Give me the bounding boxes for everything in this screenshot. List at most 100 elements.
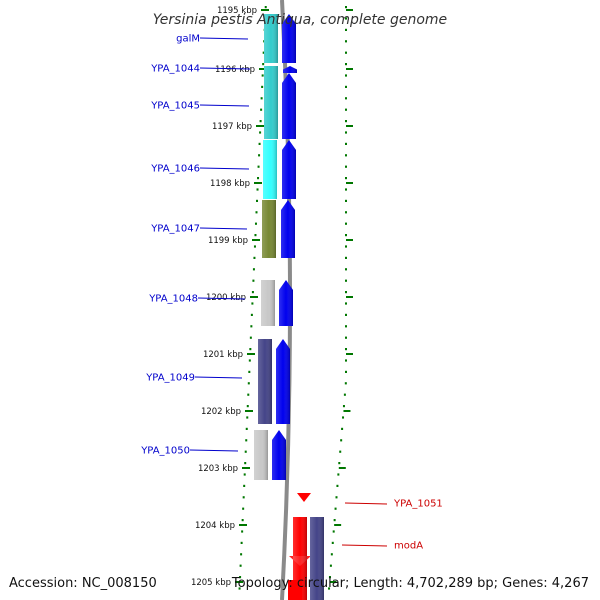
ruler-minor-tick <box>345 211 347 214</box>
ruler-minor-tick <box>257 177 260 180</box>
ruler-minor-tick <box>345 17 347 20</box>
ruler-minor-tick <box>332 530 335 533</box>
ruler-minor-tick <box>334 507 337 510</box>
gene-arrow-shade <box>281 200 295 258</box>
ruler-minor-tick <box>245 439 248 442</box>
gene-label-leader <box>199 37 249 40</box>
ruler-minor-tick <box>342 416 345 419</box>
ruler-minor-tick <box>344 382 347 385</box>
ruler-minor-tick <box>249 336 252 339</box>
ruler-tick-label: 1203 kbp <box>198 464 238 474</box>
ruler-minor-tick <box>241 519 244 522</box>
gene-label-leader <box>199 227 248 230</box>
ruler-minor-tick <box>250 313 253 316</box>
gene-arrow-shade <box>282 140 296 199</box>
ruler-minor-tick <box>241 530 244 533</box>
ruler-minor-tick <box>242 507 245 510</box>
gene-label[interactable]: YPA_1045 <box>150 101 200 112</box>
gene-arrow-shade <box>276 339 290 424</box>
gene-label-leader <box>199 167 250 170</box>
ruler-minor-tick <box>331 541 334 544</box>
gene-label-leader <box>199 104 250 107</box>
gene-label[interactable]: YPA_1048 <box>148 294 198 305</box>
gene-label-leader <box>341 544 388 547</box>
gene-arrow-shade <box>282 73 296 139</box>
ruler-minor-tick <box>262 63 265 66</box>
ruler-minor-tick <box>257 165 260 168</box>
ruler-minor-tick <box>341 427 344 430</box>
ruler-minor-tick <box>247 393 250 396</box>
ruler-minor-tick <box>255 211 258 214</box>
ruler-minor-tick <box>328 576 331 579</box>
gene-arrow-shade <box>272 430 286 480</box>
ruler-minor-tick <box>338 462 341 465</box>
ruler-minor-tick <box>345 256 347 259</box>
gene-cog-shade <box>310 517 324 600</box>
gene-label[interactable]: YPA_1051 <box>393 499 443 510</box>
ruler-minor-tick <box>254 222 257 225</box>
map-title: Yersinia pestis Antiqua, complete genome <box>153 12 447 28</box>
gene-cog-shade <box>261 280 275 326</box>
ruler-minor-tick <box>345 199 347 202</box>
gene-label[interactable]: YPA_1049 <box>145 373 195 384</box>
ruler-minor-tick <box>251 291 254 294</box>
ruler-minor-tick <box>345 222 347 225</box>
gene-label[interactable]: modA <box>394 541 423 552</box>
ruler-minor-tick <box>330 553 333 556</box>
ruler-minor-tick <box>345 313 347 316</box>
ruler-minor-tick <box>260 97 263 100</box>
gene-label[interactable]: YPA_1046 <box>150 164 200 175</box>
gene-arrow-shade <box>283 66 297 73</box>
ruler-minor-tick <box>259 120 262 123</box>
ruler-tick-label: 1200 kbp <box>206 293 246 303</box>
ruler-minor-tick <box>261 85 264 88</box>
gene-label[interactable]: YPA_1047 <box>150 224 200 235</box>
gene-arrow-shade <box>282 14 296 63</box>
ruler-minor-tick <box>345 188 347 191</box>
ruler-tick-label: 1199 kbp <box>208 236 248 246</box>
ruler-minor-tick <box>249 348 252 351</box>
gene-label[interactable]: YPA_1044 <box>150 64 200 75</box>
gene-label[interactable]: galM <box>176 34 200 45</box>
ruler: 1195 kbp 1196 kbp 1197 kbp 1198 kbp 1199 kbp… <box>191 6 353 590</box>
ruler-minor-tick <box>345 302 347 305</box>
ruler-tick-label: 1195 kbp <box>217 6 257 16</box>
ruler-minor-tick <box>337 473 340 476</box>
ruler-tick-label: 1202 kbp <box>201 407 241 417</box>
ruler-minor-tick <box>340 439 343 442</box>
ruler-minor-tick <box>329 564 332 567</box>
ruler-minor-tick <box>345 63 347 66</box>
ruler-minor-tick <box>239 564 242 567</box>
ruler-minor-tick <box>345 142 347 145</box>
gene-reverse-arrow-tip[interactable] <box>297 493 311 502</box>
ruler-minor-tick <box>252 268 255 271</box>
ruler-minor-tick <box>345 348 347 351</box>
ruler-minor-tick <box>345 291 347 294</box>
gene-cog-shade <box>264 73 278 139</box>
ruler-minor-tick <box>254 234 257 237</box>
ruler-minor-tick <box>250 325 253 328</box>
ruler-tick-label: 1198 kbp <box>210 179 250 189</box>
ruler-tick-label: 1196 kbp <box>215 65 255 75</box>
ruler-minor-tick <box>246 416 249 419</box>
ruler-tick-label: 1204 kbp <box>195 521 235 531</box>
ruler-minor-tick <box>345 40 347 43</box>
ruler-minor-tick <box>251 302 254 305</box>
ruler-minor-tick <box>345 131 347 134</box>
gene-label[interactable]: YPA_1050 <box>140 446 190 457</box>
ruler-minor-tick <box>253 245 256 248</box>
gene-label-leader <box>189 449 239 452</box>
ruler-minor-tick <box>244 450 247 453</box>
gene-label-leader <box>344 502 388 505</box>
ruler-minor-tick <box>345 108 347 111</box>
ruler-minor-tick <box>240 553 243 556</box>
ruler-minor-tick <box>258 142 261 145</box>
gene-arrow-shade <box>279 280 293 326</box>
ruler-minor-tick <box>345 165 347 168</box>
ruler-minor-tick <box>345 177 347 180</box>
ruler-minor-tick <box>256 188 259 191</box>
ruler-minor-tick <box>328 587 331 590</box>
ruler-minor-tick <box>345 154 347 157</box>
ruler-minor-tick <box>240 541 243 544</box>
ruler-minor-tick <box>244 462 247 465</box>
